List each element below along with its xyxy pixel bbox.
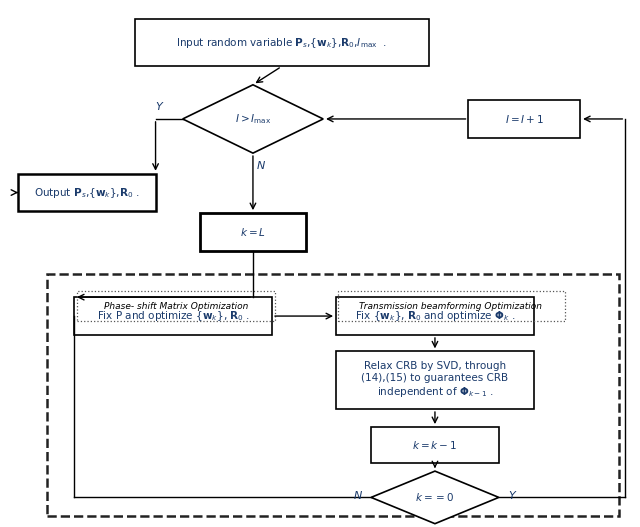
FancyBboxPatch shape [200,213,306,251]
Text: Transmission beamforming Optimization: Transmission beamforming Optimization [360,301,543,310]
Text: $k = L$: $k = L$ [240,226,266,238]
FancyBboxPatch shape [135,19,429,66]
Text: Output $\mathbf{P}_s$,{$\mathbf{w}_k$},$\mathbf{R}_0$ .: Output $\mathbf{P}_s$,{$\mathbf{w}_k$},$… [34,186,140,200]
FancyBboxPatch shape [336,352,534,409]
Text: $k = k - 1$: $k = k - 1$ [412,439,458,451]
Polygon shape [182,85,323,153]
Text: $I > I_{\mathrm{max}}$: $I > I_{\mathrm{max}}$ [235,112,271,126]
Text: Fix P and optimize {$\mathbf{w}_k$}, $\mathbf{R}_0$ .: Fix P and optimize {$\mathbf{w}_k$}, $\m… [97,309,250,323]
Text: Input random variable $\mathbf{P}_s$,{$\mathbf{w}_k$},$\mathbf{R}_0$,$I_{\mathrm: Input random variable $\mathbf{P}_s$,{$\… [176,36,387,50]
FancyBboxPatch shape [336,297,534,335]
Text: N: N [257,161,266,171]
Polygon shape [371,471,499,524]
FancyBboxPatch shape [19,173,156,211]
FancyBboxPatch shape [74,297,272,335]
Text: $k == 0$: $k == 0$ [415,491,454,503]
Text: Y: Y [156,102,163,112]
Text: $I = I + 1$: $I = I + 1$ [505,113,544,125]
FancyBboxPatch shape [371,427,499,463]
Text: Y: Y [508,491,515,501]
Text: Relax CRB by SVD, through
(14),(15) to guarantees CRB
independent of $\mathbf{\P: Relax CRB by SVD, through (14),(15) to g… [362,362,509,399]
FancyBboxPatch shape [468,100,580,138]
Text: Phase- shift Matrix Optimization: Phase- shift Matrix Optimization [104,301,248,310]
Text: Fix {$\mathbf{w}_k$}, $\mathbf{R}_0$ and optimize $\mathbf{\Phi}_k$ .: Fix {$\mathbf{w}_k$}, $\mathbf{R}_0$ and… [355,309,515,323]
Text: N: N [354,491,362,501]
